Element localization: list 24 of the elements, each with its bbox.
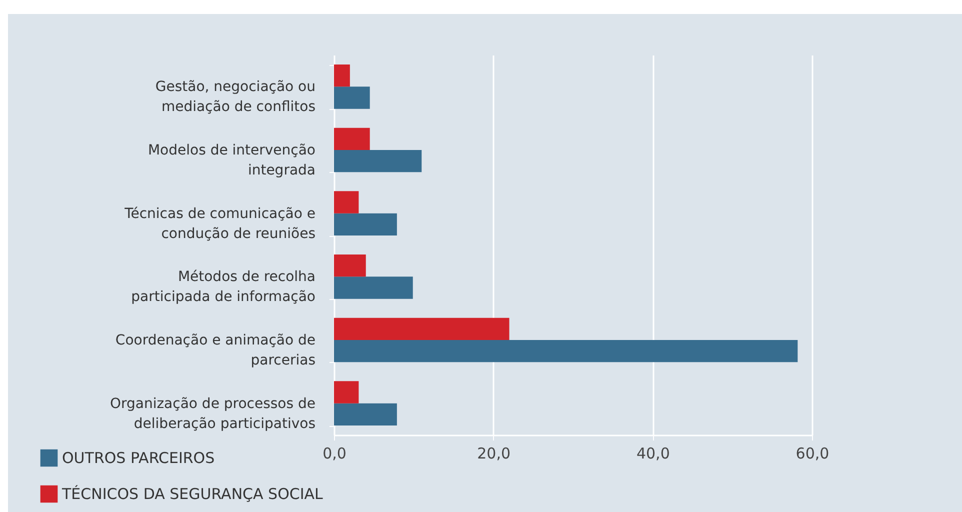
bar [334,276,413,299]
y-tick-label: Gestão, negociação ou mediação de conflitos [155,79,316,116]
bar [334,213,397,236]
bar [334,86,370,109]
y-tick-label: Organização de processos de deliberação participativos [110,396,316,432]
legend-label: TÉCNICOS DA SEGURANÇA SOCIAL [61,485,324,503]
y-tick-label: Técnicas de comunicação e condução de reuniões [124,206,316,242]
x-tick-label: 40,0 [636,444,670,462]
y-tick-label: Coordenação e animação de parcerias [115,332,316,368]
x-tick-label: 0,0 [322,444,346,462]
bar [334,254,366,277]
bar [334,318,510,340]
bar [334,64,350,87]
y-tick-label: Modelos de intervenção integrada [148,142,316,178]
x-tick-label: 20,0 [477,444,511,462]
bar [334,150,422,172]
bar [334,340,798,362]
x-tick-label: 60,0 [796,444,830,462]
legend-label: OUTROS PARCEIROS [62,449,215,467]
bar [334,128,370,150]
y-tick-label: Métodos de recolha participada de informação [131,269,316,306]
bar [334,191,359,214]
bar [334,381,359,404]
bar [334,403,397,426]
